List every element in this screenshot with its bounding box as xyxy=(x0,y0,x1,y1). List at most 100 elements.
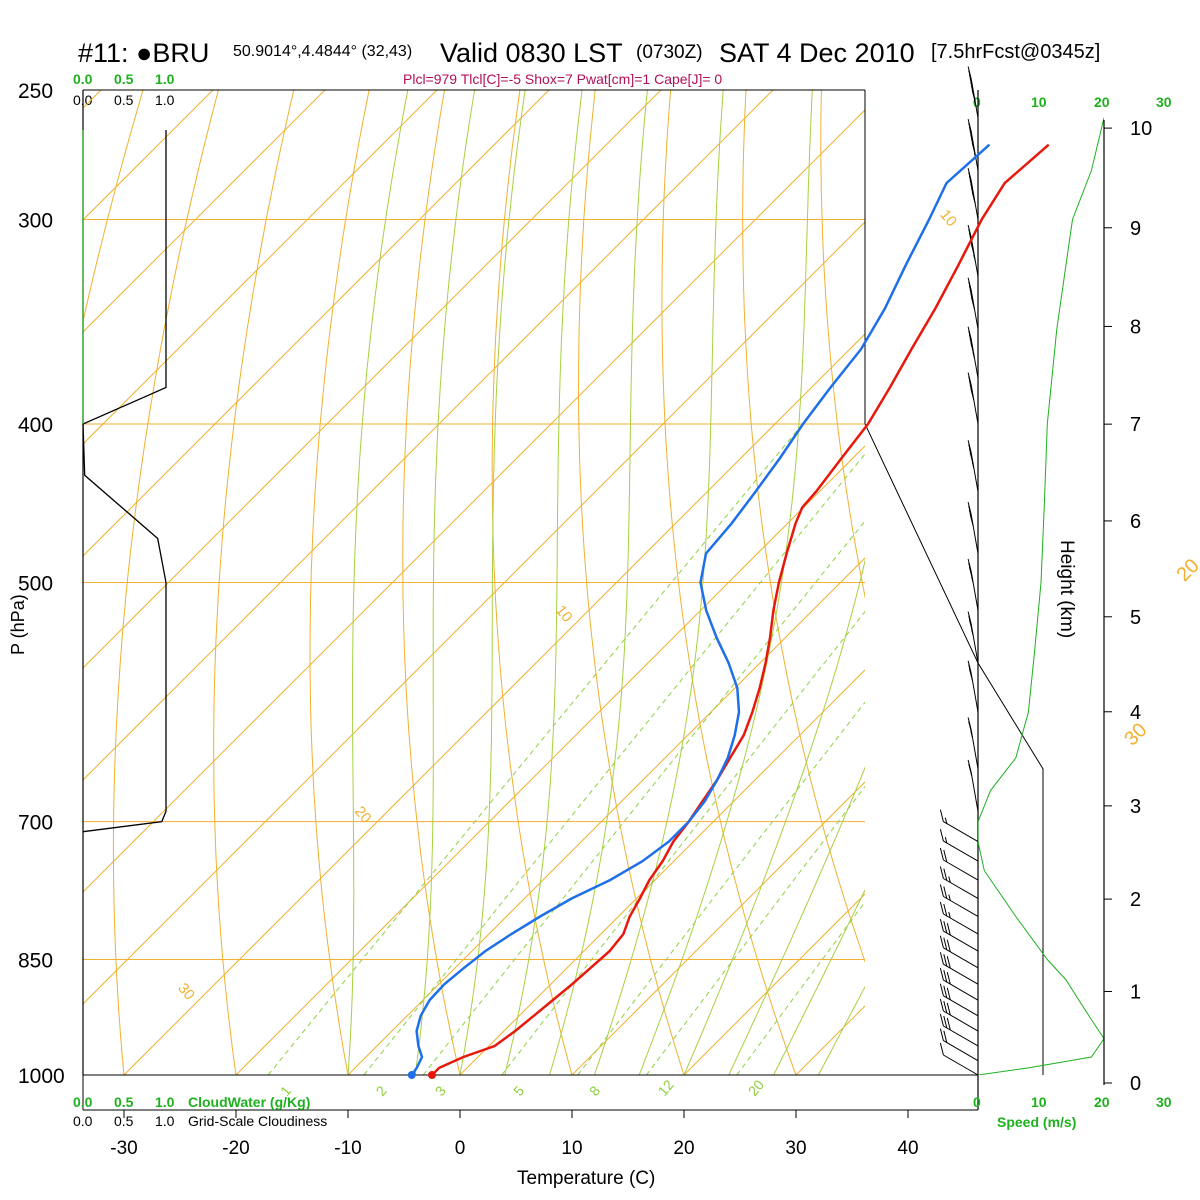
bottom-speed-scale: 0 10 20 30 Speed (m/s) xyxy=(973,1094,1172,1130)
wind-barb-staff xyxy=(943,821,979,843)
wind-barb-staff xyxy=(943,995,979,1017)
wind-barb-half-flag xyxy=(973,254,976,261)
dry-adiabat-line xyxy=(897,90,1132,1075)
wind-barb-staff xyxy=(943,1040,979,1062)
top-speed-tick: 0 xyxy=(973,94,981,110)
height-tick-label: 10 xyxy=(1130,118,1152,140)
top-cloudiness-ticks: 0.0 0.5 1.0 xyxy=(73,92,175,108)
wind-barb-flag xyxy=(946,939,951,952)
height-tick-label: 7 xyxy=(1130,414,1141,436)
isotherm-line xyxy=(83,221,865,1005)
temperature-line xyxy=(431,143,1050,1076)
wind-barb-staff xyxy=(970,771,979,812)
plot-frame xyxy=(82,89,1044,1111)
mixing-ratio-line xyxy=(422,520,865,1075)
wind-barb-flag xyxy=(939,935,944,948)
cloud-water-line xyxy=(82,130,167,833)
dry-adiabat-line xyxy=(972,90,1200,1075)
isotherm-line xyxy=(571,781,865,1075)
wind-barb-flag xyxy=(939,901,944,915)
isotherm-line xyxy=(1020,90,1200,1075)
temperature-surface-point xyxy=(428,1071,436,1079)
dry-adiabat-line xyxy=(820,90,865,600)
dry-adiabat-label: 30 xyxy=(174,980,198,1004)
pressure-tick-label: 500 xyxy=(18,573,53,596)
frame-profile-line xyxy=(864,423,1044,1075)
height-tick-label: 3 xyxy=(1130,796,1141,818)
wind-barb xyxy=(939,1042,979,1076)
sounding-series xyxy=(407,143,1050,1079)
wind-barb-flag xyxy=(943,1030,948,1043)
cloud-water-series xyxy=(82,130,167,833)
moist-adiabat-line xyxy=(347,90,409,1075)
isotherm-line xyxy=(83,90,550,557)
top-speed-ticks: 0 10 20 30 xyxy=(973,94,1172,110)
bottom-cloudwater-tick: 0.5 xyxy=(114,1094,134,1110)
bottom-speed-tick: 20 xyxy=(1094,1094,1110,1110)
height-tick-label: 0 xyxy=(1130,1073,1141,1095)
dry-adiabat-line xyxy=(491,90,573,1075)
wind-barb xyxy=(939,918,979,952)
wind-barb-flag xyxy=(939,918,944,932)
top-cloudwater-ticks: 0.0 0.5 1.0 xyxy=(73,71,175,87)
pressure-tick-label: 250 xyxy=(18,80,53,103)
temperature-tick-label: 40 xyxy=(897,1138,918,1159)
bottom-cloudwater-tick: 0.0 xyxy=(73,1094,93,1110)
wind-barb-flag xyxy=(943,969,948,983)
isotherm-line xyxy=(235,445,865,1075)
wind-barb-half-flag xyxy=(944,817,948,824)
mixing-ratio-line xyxy=(577,701,865,1075)
dry-adiabat-line xyxy=(213,90,295,1075)
bottom-cloudwater-tick: 1.0 xyxy=(155,1094,175,1110)
isotherm-line xyxy=(83,109,865,893)
top-speed-tick: 30 xyxy=(1156,94,1172,110)
temperature-axis-label: Temperature (C) xyxy=(517,1168,655,1189)
wind-barb-flag xyxy=(939,1013,944,1027)
top-cloudwater-tick: 0.5 xyxy=(114,71,134,87)
wind-barb-half-flag xyxy=(972,352,975,359)
mixing-ratio-line xyxy=(736,901,865,1075)
date-label: SAT 4 Dec 2010 xyxy=(719,38,915,68)
wind-barb xyxy=(967,660,979,713)
height-axis-label: Height (km) xyxy=(1056,540,1077,638)
temperature-tick-label: -10 xyxy=(334,1138,361,1159)
mixing-ratio-label: 5 xyxy=(510,1083,527,1099)
pressure-axis-label: P (hPa) xyxy=(8,594,28,655)
coordinates-label: 50.9014°,4.4844° (32,43) xyxy=(233,43,412,60)
wind-barb-half-flag xyxy=(944,836,948,844)
mixing-ratio-label: 2 xyxy=(372,1083,389,1099)
dry-adiabat-line xyxy=(112,90,219,1075)
pressure-tick-label: 1000 xyxy=(18,1065,65,1088)
wind-barb xyxy=(967,440,979,492)
wind-speed-series xyxy=(978,117,1104,1075)
top-cloudwater-tick: 0.0 xyxy=(73,71,93,87)
dry-adiabat-label: 10 xyxy=(936,206,960,230)
wind-barb xyxy=(967,372,979,425)
wind-barb-half-flag xyxy=(971,576,974,583)
wind-barb xyxy=(967,759,979,812)
height-axis: 0 1 2 3 4 5 6 7 8 9 10 xyxy=(1103,118,1152,1095)
wind-barb-flag xyxy=(946,987,951,1000)
wind-barb-flag xyxy=(943,849,948,863)
wind-barb xyxy=(939,1028,979,1062)
wind-barb xyxy=(939,901,979,935)
mixing-ratio-label: 20 xyxy=(745,1077,767,1099)
height-tick-label: 2 xyxy=(1130,889,1141,911)
wind-barb-flag xyxy=(943,1000,948,1014)
wind-barb-flag xyxy=(939,884,944,897)
isotherm-line xyxy=(83,90,438,445)
moist-adiabat-line xyxy=(414,90,476,1075)
temperature-tick-label: 20 xyxy=(673,1138,694,1159)
wind-barb-flag xyxy=(939,1042,944,1056)
wind-barb-flag xyxy=(943,1015,948,1029)
wind-barb-flag xyxy=(943,954,948,967)
wind-barb xyxy=(939,935,979,969)
wind-barb xyxy=(939,967,979,1001)
moist-adiabat-line xyxy=(773,888,865,1075)
bottom-cloudwater-label: CloudWater (g/Kg) xyxy=(188,1094,310,1110)
bottom-cloudiness-tick: 0.5 xyxy=(114,1113,134,1129)
wind-barb-flag xyxy=(939,952,944,965)
wind-barb xyxy=(967,501,979,554)
wind-barb-flag xyxy=(943,920,948,934)
bottom-cloudiness-tick: 1.0 xyxy=(155,1113,175,1129)
